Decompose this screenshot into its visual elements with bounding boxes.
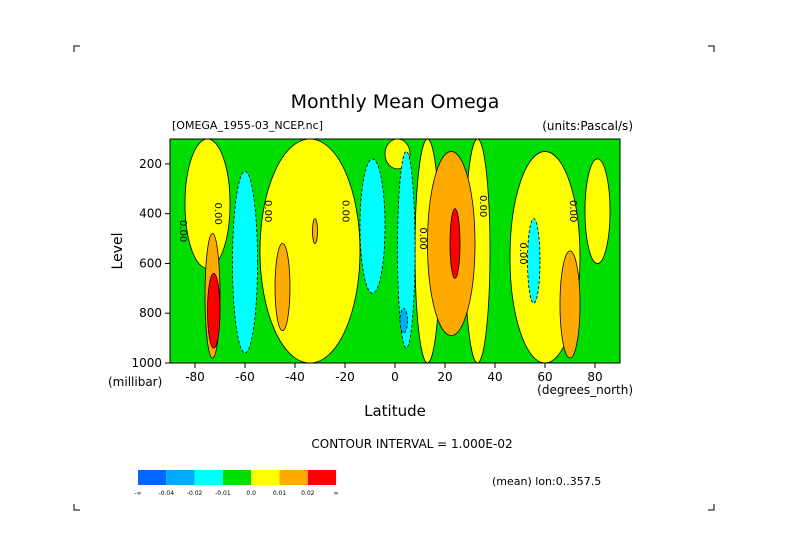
- x-tick-label: 20: [437, 370, 452, 384]
- colorbar-swatch: [307, 470, 337, 485]
- plot-area: [170, 138, 620, 364]
- x-axis: -80 -60 -40 -20 0 20 40 60 80: [185, 363, 603, 384]
- x-tick-label: 40: [487, 370, 502, 384]
- y-tick-label: 1000: [131, 356, 162, 370]
- colorbar-swatch: [194, 470, 223, 485]
- contour-region: [449, 208, 461, 279]
- colorbar-label: -0.04: [159, 490, 175, 497]
- colorbar-label: -0.02: [187, 490, 203, 497]
- colorbar-label: 0.01: [273, 490, 287, 497]
- colorbar-swatch: [166, 470, 195, 485]
- colorbar-label: -0.01: [215, 490, 231, 497]
- x-tick-label: 0: [391, 370, 399, 384]
- x-tick-label: -80: [185, 370, 205, 384]
- x-axis-title: Latitude: [364, 402, 426, 420]
- crop-mark-top-right: [708, 45, 715, 52]
- contour-label: 0.00: [177, 220, 188, 242]
- contour-region: [232, 170, 258, 354]
- x-axis-unit: (degrees_north): [537, 383, 633, 397]
- colorbar-legend: -∞ -0.04 -0.02 -0.01 0.0 0.01 0.02 ∞: [134, 470, 339, 497]
- colorbar-swatch: [222, 470, 252, 485]
- contour-label: 0.00: [340, 200, 351, 222]
- crop-mark-top-left: [73, 45, 80, 52]
- contour-interval-note: CONTOUR INTERVAL = 1.000E-02: [311, 437, 512, 451]
- colorbar-swatch: [138, 470, 167, 485]
- contour-label: 0.00: [567, 200, 578, 222]
- crop-marks: [73, 45, 715, 511]
- contour-region: [312, 218, 318, 244]
- chart-title: Monthly Mean Omega: [291, 91, 500, 113]
- x-tick-label: 80: [587, 370, 602, 384]
- contour-region: [207, 272, 221, 349]
- colorbar-label: 0.02: [301, 490, 315, 497]
- x-tick-label: -20: [335, 370, 355, 384]
- x-tick-label: 60: [537, 370, 552, 384]
- colorbar-label: 0.0: [246, 490, 256, 497]
- contour-region: [397, 151, 416, 349]
- y-axis-unit: (millibar): [108, 375, 162, 389]
- y-axis: 200 400 600 800 1000: [131, 157, 170, 370]
- mean-note: (mean) lon:0..357.5: [492, 475, 601, 488]
- contour-label: 0.00: [262, 200, 273, 222]
- chart-subtitle-left: [OMEGA_1955-03_NCEP.nc]: [172, 119, 323, 132]
- y-tick-label: 400: [139, 207, 162, 221]
- colorbar-swatch: [251, 470, 280, 485]
- contour-region: [274, 243, 291, 332]
- crop-mark-bottom-right: [708, 504, 715, 511]
- contour-labels: 0.00 0.00 0.00 0.00 0.00 0.00 0.00 0.00: [177, 195, 578, 265]
- contour-region: [359, 158, 386, 294]
- y-tick-label: 800: [139, 306, 162, 320]
- contour-label: 0.00: [477, 195, 488, 217]
- crop-mark-bottom-left: [73, 504, 80, 511]
- chart-subtitle-right: (units:Pascal/s): [542, 119, 633, 133]
- y-tick-label: 600: [139, 256, 162, 270]
- contour-label: 0.00: [417, 227, 428, 249]
- colorbar-swatch: [279, 470, 308, 485]
- contour-label: 0.00: [517, 242, 528, 264]
- x-tick-label: -40: [285, 370, 305, 384]
- contour-label: 0.00: [212, 203, 223, 225]
- y-axis-title: Level: [110, 233, 126, 270]
- contour-region: [527, 218, 541, 304]
- colorbar-label: ∞: [334, 490, 339, 497]
- x-tick-label: -60: [235, 370, 255, 384]
- colorbar-label: -∞: [134, 490, 141, 497]
- y-tick-label: 200: [139, 157, 162, 171]
- contour-region: [399, 307, 408, 334]
- contour-region: [259, 138, 361, 364]
- contour-region: [559, 250, 581, 359]
- contour-region: [584, 158, 611, 264]
